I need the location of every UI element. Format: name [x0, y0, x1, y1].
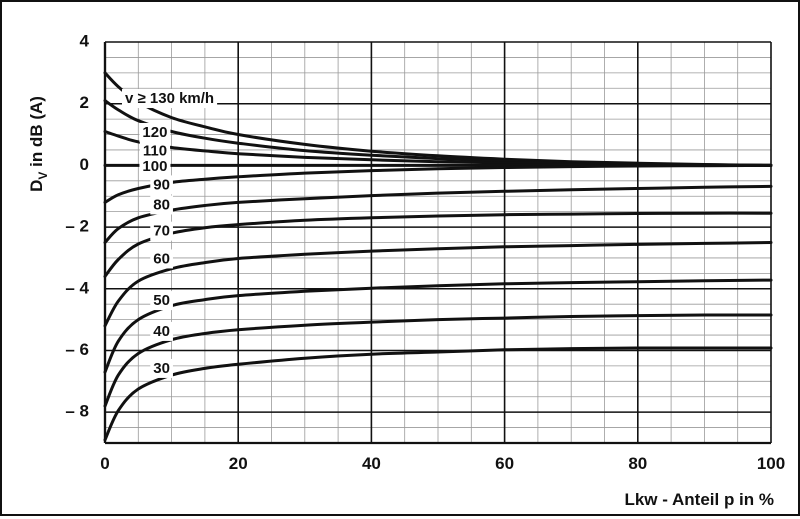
series-line-4 — [103, 163, 773, 204]
x-tick-label: 20 — [229, 454, 248, 473]
y-axis-title-rest: in dB (A) — [27, 96, 46, 172]
y-tick-label: – 8 — [65, 402, 89, 421]
series-label-bg — [139, 122, 171, 142]
series-label-10: 30 — [153, 360, 170, 377]
x-tick-label: 60 — [495, 454, 514, 473]
series-line-9 — [103, 313, 773, 408]
series-label-bg — [150, 291, 173, 311]
series-label-5: 80 — [153, 196, 170, 213]
series-label-bg — [121, 89, 218, 109]
major-grid — [103, 41, 772, 445]
series-label-0: v ≥ 130 km/h — [125, 90, 214, 107]
y-tick-label: – 6 — [65, 340, 89, 359]
series-label-bg — [139, 156, 171, 176]
y-tick-label: – 4 — [65, 278, 89, 297]
series-label-6: 70 — [153, 223, 170, 240]
x-tick-label: 80 — [628, 454, 647, 473]
x-axis-title: Lkw - Anteil p in % — [624, 490, 774, 509]
series-line-7 — [103, 241, 773, 328]
y-tick-label: 2 — [80, 93, 89, 112]
y-axis-title: DV in dB (A) — [27, 96, 50, 192]
y-axis-title-subscript: V — [36, 172, 50, 180]
series-label-bg — [150, 221, 173, 241]
series-line-10 — [103, 346, 773, 442]
x-tick-label: 100 — [757, 454, 785, 473]
series-label-9: 40 — [153, 323, 170, 340]
series-label-bg — [150, 175, 173, 195]
series-label-bg — [150, 358, 173, 378]
y-tick-label: 4 — [80, 31, 90, 50]
series-label-bg — [139, 141, 171, 161]
series-label-bg — [150, 321, 173, 341]
series-line-5 — [103, 184, 773, 244]
series-label-4: 90 — [153, 176, 170, 193]
series-label-1: 120 — [142, 124, 167, 141]
x-tick-label: 0 — [100, 454, 109, 473]
y-tick-label: 0 — [80, 155, 89, 174]
x-tick-label: 40 — [362, 454, 381, 473]
series-label-8: 50 — [153, 292, 170, 309]
y-tick-label: – 2 — [65, 217, 89, 236]
series-line-8 — [103, 278, 773, 374]
series-label-bg — [150, 249, 173, 269]
series-label-bg — [150, 195, 173, 215]
y-axis-title-main: D — [27, 180, 46, 192]
series-line-6 — [103, 211, 773, 278]
series-label-2: 110 — [143, 142, 167, 159]
series-label-7: 60 — [153, 250, 170, 267]
series-label-3: 100 — [142, 158, 167, 175]
